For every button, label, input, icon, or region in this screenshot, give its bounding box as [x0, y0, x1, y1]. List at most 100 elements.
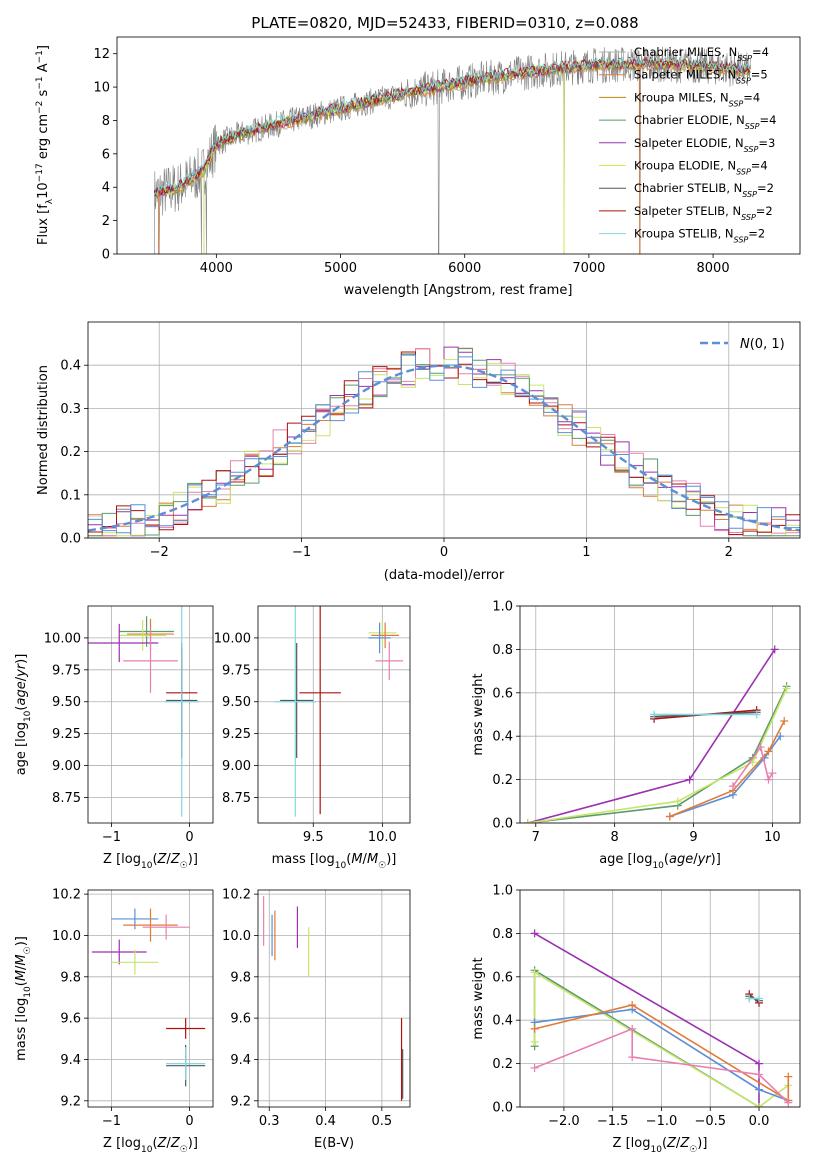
errorbars [263, 896, 404, 1101]
x-tick-label: 9 [689, 830, 697, 845]
axes-frame [87, 321, 801, 539]
axes-frame [519, 605, 801, 824]
errorbar-marker [274, 606, 317, 817]
x-tick-label: 0.4 [315, 1114, 336, 1129]
series-marker [784, 1072, 793, 1081]
series-marker [755, 1085, 764, 1094]
errorbars [88, 606, 199, 817]
y-tick-label: 6 [102, 147, 110, 162]
x-tick-label: −1 [102, 830, 121, 845]
x-tick-label: 1 [582, 545, 590, 560]
errorbar-marker [166, 1047, 206, 1081]
spectrum-panel: 4000 5000 6000 7000 8000 0 2 4 6 8 10 12 Chabrier MI… [35, 14, 801, 298]
series [665, 717, 789, 821]
y-tick-label: 9.75 [52, 663, 81, 678]
y-tick-label: 0.2 [492, 1057, 513, 1072]
x-tick-label: 7000 [572, 261, 605, 276]
series-line [527, 688, 788, 823]
series-marker [755, 1103, 764, 1107]
series-lines [530, 929, 793, 1107]
legend-entry: Kroupa ELODIE, NSSP=4 [634, 159, 768, 177]
x-tick-label: −1.0 [646, 1114, 678, 1129]
errorbar-marker [375, 641, 404, 681]
y-tick-label: 9.2 [60, 1094, 81, 1109]
errorbar-marker [111, 908, 159, 930]
legend-entry: Chabrier MILES, NSSP=4 [634, 45, 769, 63]
y-tick-label: 10.00 [214, 631, 251, 646]
series [650, 710, 761, 719]
series-marker [755, 1070, 764, 1079]
model-spectrum-line [153, 56, 751, 196]
series-line [732, 745, 774, 787]
axes-frame [519, 889, 801, 1108]
series-line [534, 1008, 789, 1102]
y-tick-label: 0.8 [492, 643, 513, 658]
x-tick-label: −1.5 [597, 1114, 629, 1129]
y-axis-label: mass [log10(M/M☉)] [14, 936, 33, 1061]
series-marker [745, 994, 754, 1003]
series-marker [755, 1059, 764, 1068]
axes-frame [257, 605, 411, 824]
y-tick-label: 0.0 [492, 1101, 513, 1116]
x-tick-label: 0 [185, 830, 193, 845]
y-tick-label: 0.3 [60, 402, 81, 417]
series-marker [650, 710, 659, 719]
x-axis-label: Z [log10(Z/Z☉)] [103, 1136, 198, 1155]
model-spectrum-line [153, 57, 751, 197]
y-tick-label: 12 [93, 47, 110, 62]
series [728, 743, 777, 791]
series-marker [728, 782, 737, 791]
y-tick-label: 9.4 [230, 1053, 251, 1068]
y-tick-label: 0.0 [60, 532, 81, 547]
x-axis-label: Z [log10(Z/Z☉)] [103, 852, 198, 871]
legend-entry: Kroupa MILES, NSSP=4 [634, 90, 760, 108]
y-tick-label: 8 [102, 114, 110, 129]
errorbar-marker [123, 628, 178, 693]
y-tick-label: 4 [102, 181, 110, 196]
series-marker [673, 797, 682, 806]
errorbar-marker [166, 1018, 206, 1039]
x-tick-label: 9.5 [303, 830, 324, 845]
chart-title: PLATE=0820, MJD=52433, FIBERID=0310, z=0… [251, 14, 638, 32]
y-tick-label: 0.4 [492, 1014, 513, 1029]
y-tick-label: 8.75 [52, 791, 81, 806]
series-marker [685, 775, 694, 784]
series-marker [530, 1063, 539, 1072]
series-marker [756, 743, 765, 752]
y-tick-label: 0.0 [492, 817, 513, 832]
y-tick-label: 9.25 [52, 727, 81, 742]
y-tick-label: 1.0 [492, 884, 513, 899]
series-marker [523, 819, 532, 823]
series [745, 994, 764, 1003]
x-tick-label: 10.0 [368, 830, 397, 845]
y-tick-label: 10.2 [222, 888, 251, 903]
y-tick-label: 10 [93, 81, 110, 96]
series-marker [628, 1053, 637, 1062]
errorbar-marker [142, 914, 190, 940]
axes-frame [87, 889, 214, 1108]
x-axis-label: E(B-V) [314, 1136, 354, 1151]
weight_vs_Z-panel: −2.0 −1.5 −1.0 −0.5 0.0 0.0 0.2 0.4 0.6 0.8 1.0 Z [… [471, 884, 801, 1155]
y-tick-label: 10.2 [52, 888, 81, 903]
errorbar-marker [91, 939, 147, 965]
legend-entry: Chabrier STELIB, NSSP=2 [634, 181, 774, 199]
axes-frame [87, 605, 214, 824]
y-tick-label: 0.6 [492, 970, 513, 985]
axes-frame [116, 36, 801, 255]
errorbars [274, 606, 404, 817]
series-marker [530, 929, 539, 938]
y-axis-label: age [log10(age/yr)] [14, 654, 33, 776]
series-marker [530, 968, 539, 977]
series [523, 682, 791, 823]
y-tick-label: 0.2 [60, 445, 81, 460]
y-tick-label: 10.00 [44, 631, 81, 646]
x-tick-label: 7 [532, 830, 540, 845]
series [530, 1024, 793, 1107]
errorbar-marker [111, 949, 159, 975]
x-tick-label: 8 [611, 830, 619, 845]
legend-entry: Salpeter STELIB, NSSP=2 [634, 204, 773, 222]
age_vs_mass-panel: 9.5 10.0 8.75 9.00 9.25 9.50 9.75 10.00 mass [lo… [214, 605, 411, 871]
y-tick-label: 0.6 [492, 686, 513, 701]
y-tick-label: 8.75 [222, 791, 251, 806]
